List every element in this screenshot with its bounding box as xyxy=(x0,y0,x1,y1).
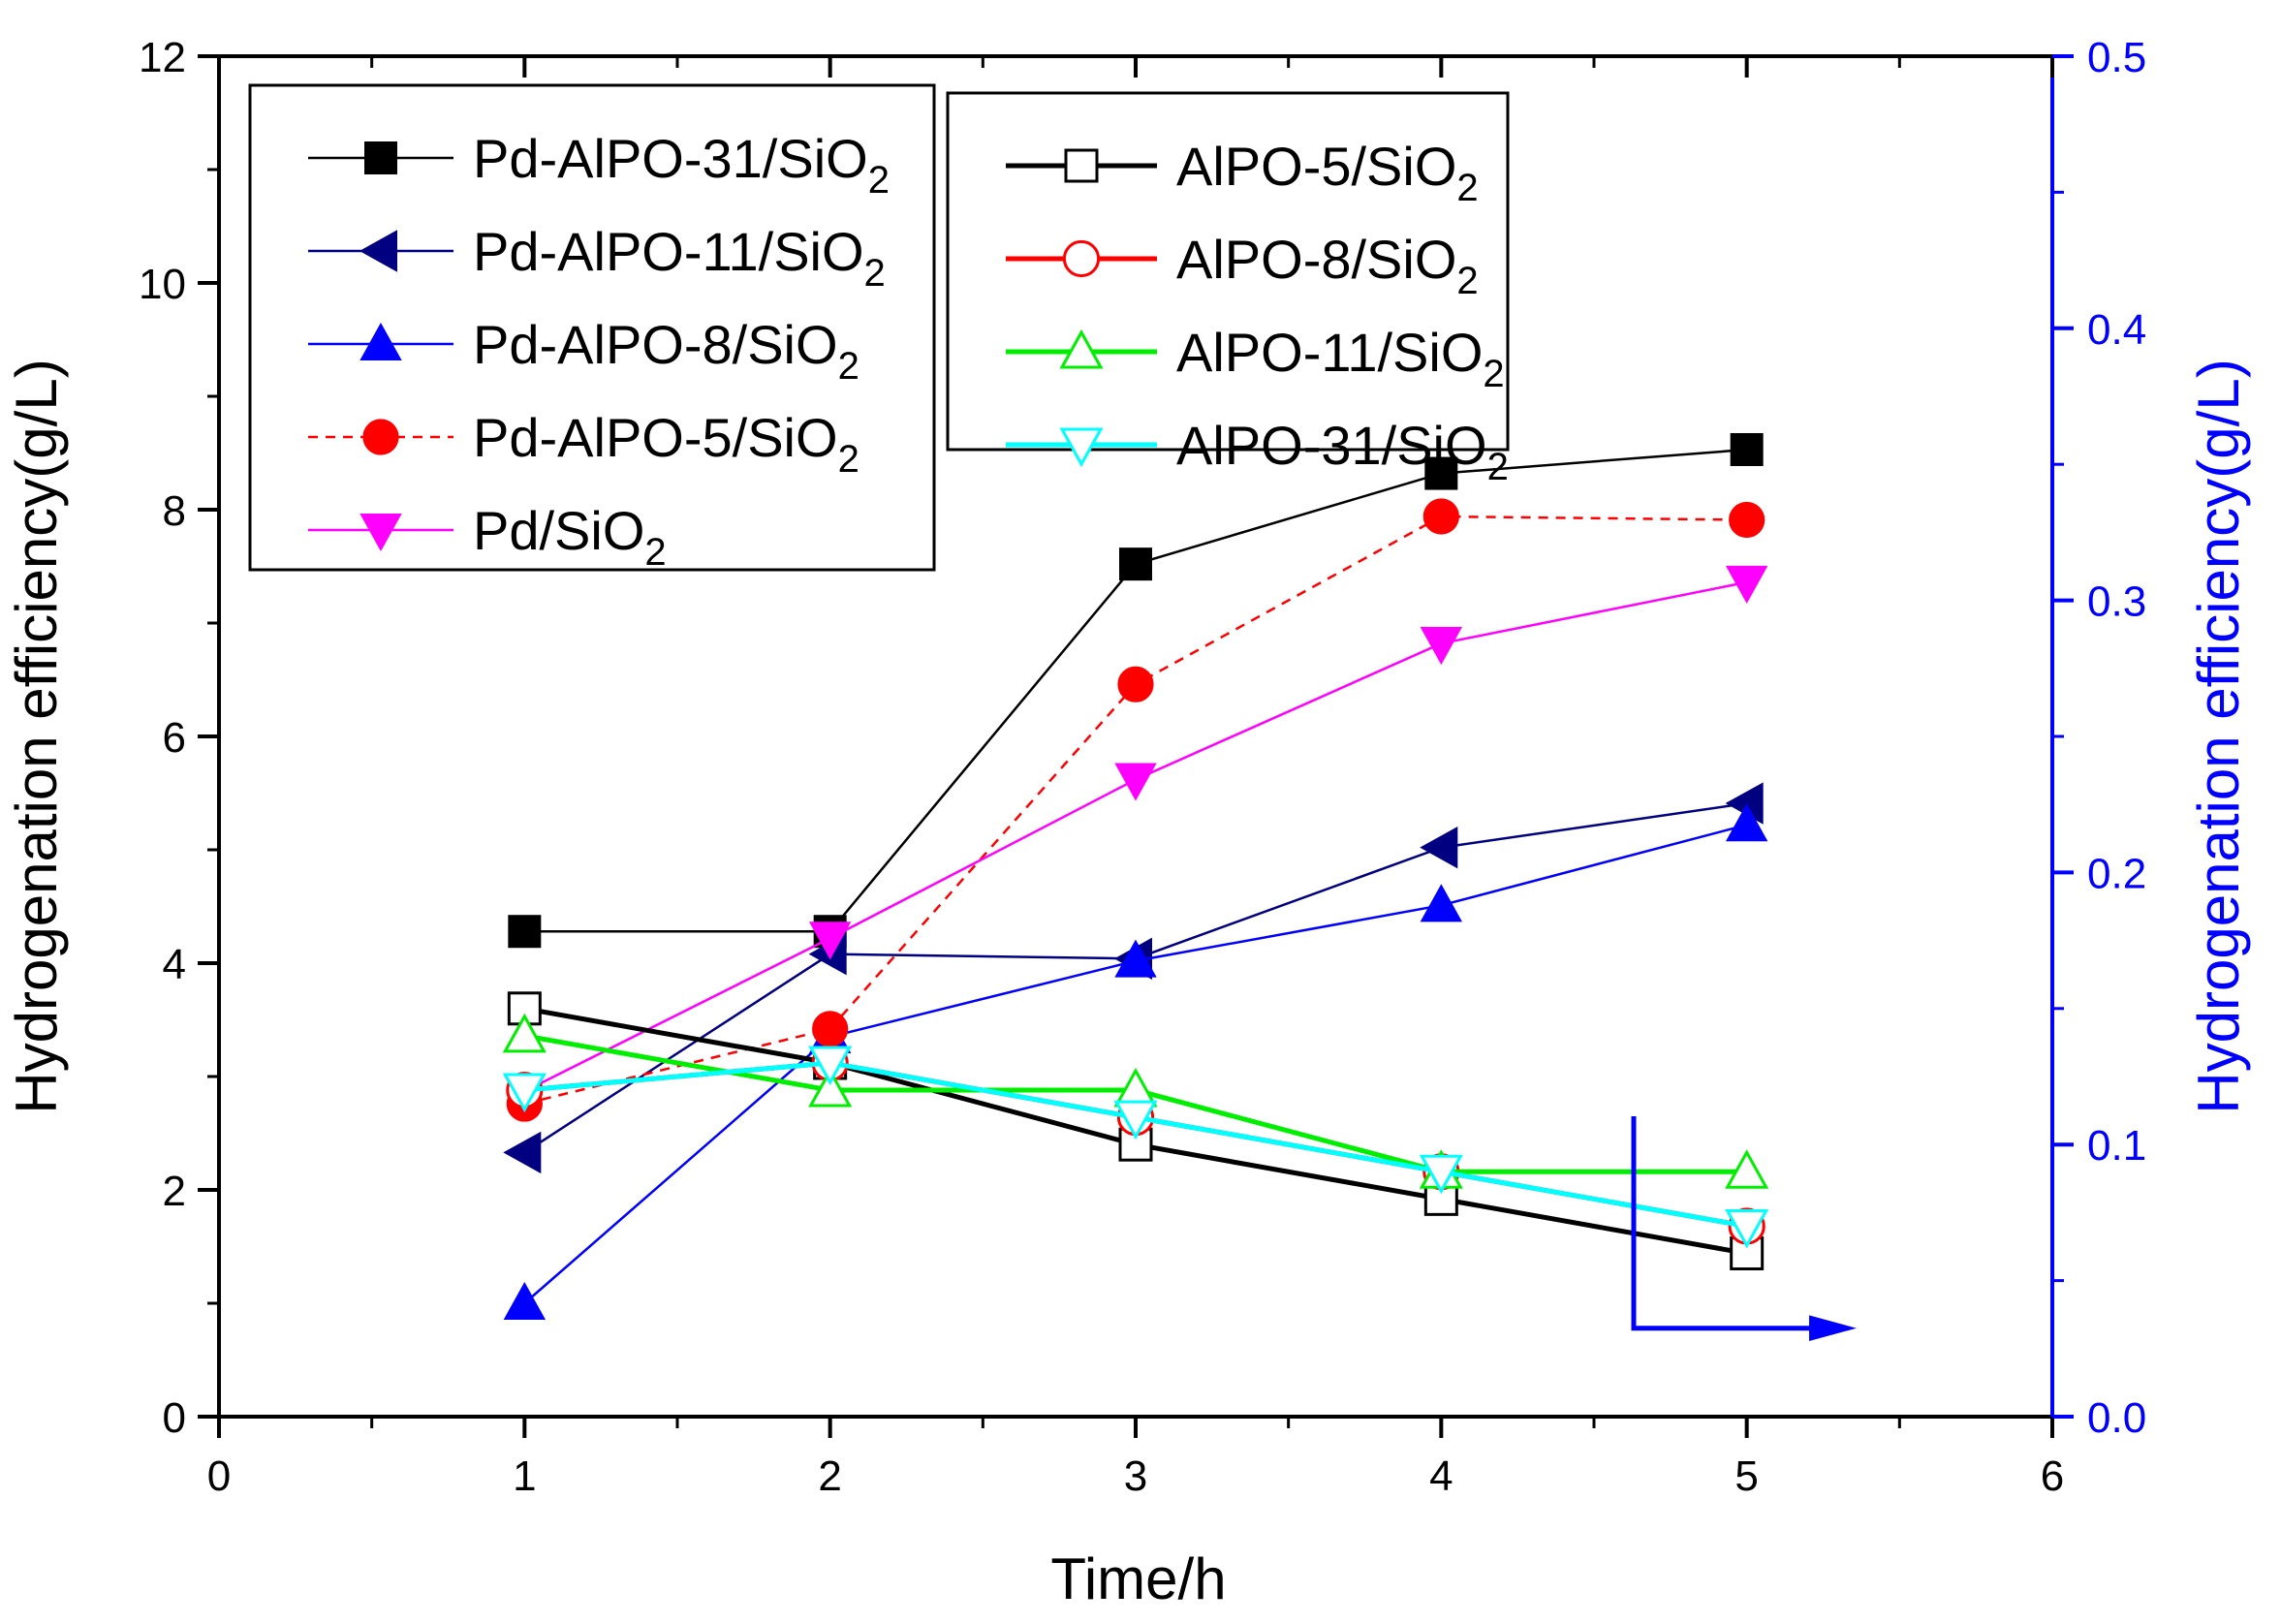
data-point xyxy=(1113,1100,1158,1140)
data-point xyxy=(1420,826,1458,869)
x-tick-label: 5 xyxy=(1734,1452,1758,1500)
y-axis-right-title: Hydrogenation efficiency(g/L) xyxy=(2186,359,2251,1113)
legend-marker xyxy=(1059,328,1104,369)
legend-label-subscript: 2 xyxy=(1483,353,1504,395)
data-point xyxy=(1419,1154,1463,1195)
data-point xyxy=(1114,939,1157,978)
legend-label-subscript: 2 xyxy=(838,345,859,388)
series-layer xyxy=(502,432,1769,1320)
legend-box-left: Pd-AlPO-31/SiO2Pd-AlPO-11/SiO2Pd-AlPO-8/… xyxy=(248,83,936,574)
data-point xyxy=(1725,565,1768,604)
legend-label-subscript: 2 xyxy=(644,531,666,574)
x-tick-label: 2 xyxy=(818,1452,841,1500)
data-point xyxy=(1119,547,1152,581)
legend-box-right: AlPO-5/SiO2AlPO-8/SiO2AlPO-11/SiO2AlPO-3… xyxy=(946,91,1510,488)
data-point xyxy=(502,1013,547,1053)
legend-marker xyxy=(1062,239,1101,278)
data-point xyxy=(1117,666,1154,703)
data-point xyxy=(1422,498,1459,535)
series-line xyxy=(523,824,1747,1304)
y-axis-left: 0 2 4 6 8 10 12 xyxy=(139,34,219,1442)
x-tick-label: 3 xyxy=(1124,1452,1147,1500)
legend-marker xyxy=(359,322,402,360)
legend-marker xyxy=(359,514,402,552)
data-point xyxy=(1424,456,1458,490)
data-point xyxy=(812,1011,849,1047)
x-tick-label: 6 xyxy=(2041,1452,2064,1500)
y-left-tick-label: 10 xyxy=(139,261,186,308)
data-point xyxy=(1725,1149,1769,1189)
y-axis-right: 0.0 0.1 0.2 0.3 0.4 0.5 xyxy=(2052,34,2146,1442)
legend-label-subscript: 2 xyxy=(868,159,890,202)
y-left-tick-label: 12 xyxy=(139,34,186,81)
legend-frame xyxy=(248,83,936,572)
data-point xyxy=(503,1281,547,1320)
legend-marker xyxy=(362,419,399,455)
y-right-tick-label: 0.0 xyxy=(2087,1394,2146,1442)
y-left-tick-label: 6 xyxy=(163,714,186,762)
annotation-layer xyxy=(1631,1115,1857,1342)
series-5 xyxy=(503,565,1768,1113)
y-right-tick-label: 0.2 xyxy=(2087,850,2146,897)
legend-label: AlPO-31/SiO2 xyxy=(1176,415,1509,488)
data-point xyxy=(502,1073,547,1113)
y-right-tick-label: 0.1 xyxy=(2087,1122,2146,1170)
x-axis-title: Time/h xyxy=(1050,1546,1226,1611)
y-axis-left-title: Hydrogenation efficiency(g/L) xyxy=(4,359,69,1113)
x-tick-label: 1 xyxy=(513,1452,536,1500)
data-point xyxy=(808,1046,853,1086)
data-point xyxy=(1420,884,1463,922)
data-point xyxy=(1420,627,1463,666)
data-point xyxy=(808,1067,853,1108)
data-point xyxy=(1114,763,1157,801)
arrow-head xyxy=(1809,1315,1857,1342)
y-right-tick-label: 0.4 xyxy=(2087,306,2146,354)
data-point xyxy=(503,1131,542,1174)
series-line xyxy=(524,515,1747,1106)
y-left-tick-label: 8 xyxy=(163,487,186,535)
y-right-tick-label: 0.5 xyxy=(2087,34,2146,81)
data-point xyxy=(1725,1208,1769,1249)
y-left-tick-label: 0 xyxy=(163,1394,186,1442)
data-point xyxy=(1729,501,1765,539)
legend-label-subscript: 2 xyxy=(864,252,886,295)
series-4 xyxy=(506,498,1765,1122)
legend-label-subscript: 2 xyxy=(1456,167,1478,209)
data-point xyxy=(808,921,852,960)
series-9 xyxy=(502,1046,1769,1249)
y-left-tick-label: 4 xyxy=(163,941,186,988)
series-line xyxy=(523,580,1747,1093)
legend-marker xyxy=(1064,148,1099,183)
legend-label-subscript: 2 xyxy=(838,438,859,481)
data-point xyxy=(1725,803,1768,842)
legend-label-subscript: 2 xyxy=(1487,446,1509,488)
x-tick-label: 0 xyxy=(207,1452,231,1500)
data-point xyxy=(508,915,542,949)
y-right-tick-label: 0.3 xyxy=(2087,578,2146,626)
legend-marker xyxy=(1059,427,1104,468)
x-axis: 0 1 2 3 4 5 6 xyxy=(207,56,2064,1500)
x-tick-label: 4 xyxy=(1429,1452,1453,1500)
data-point xyxy=(1730,432,1764,466)
legend-marker xyxy=(359,230,397,272)
legend-marker xyxy=(364,141,397,174)
legend-label-subscript: 2 xyxy=(1456,260,1478,302)
right-axis-arrow xyxy=(1631,1115,1815,1331)
y-left-tick-label: 2 xyxy=(163,1168,186,1215)
legend-frame xyxy=(946,91,1510,452)
